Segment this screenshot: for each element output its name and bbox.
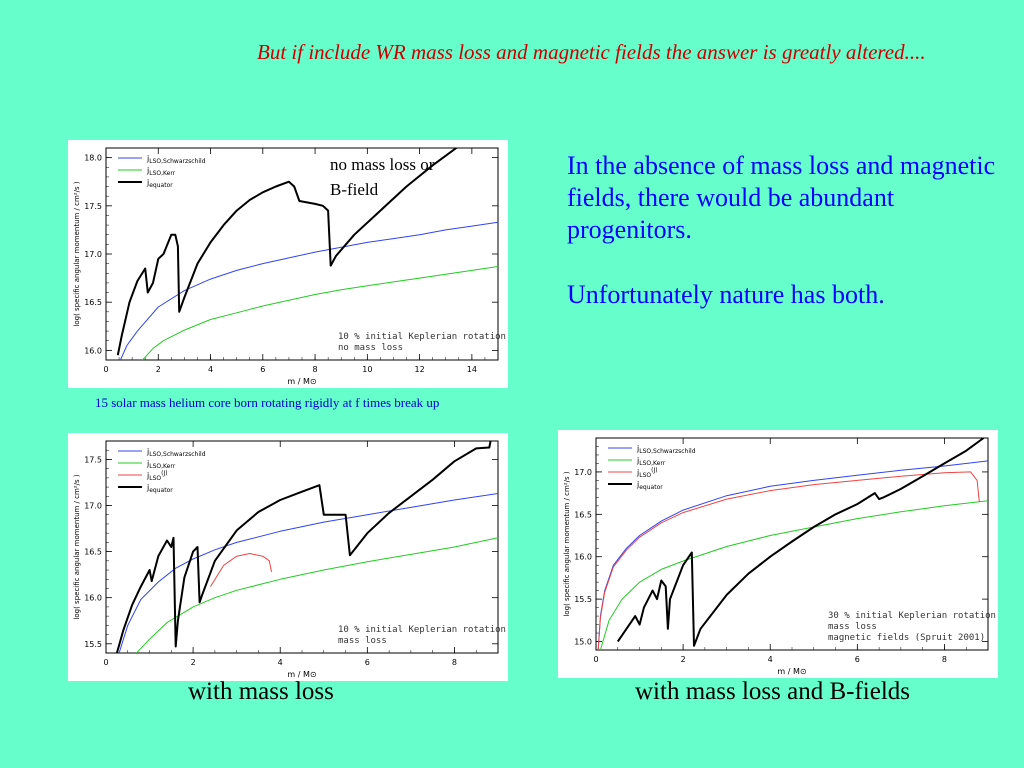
series-line-2: [116, 148, 458, 356]
y-tick-label: 17.5: [84, 202, 102, 211]
chart-callout: B-field: [330, 180, 379, 199]
x-tick-label: 6: [855, 655, 860, 664]
chart-panel-mass-loss: 0 2 4 6 8 15.5 16.0 16.5 17.0 17.5 m / M⊙ log( spec…: [68, 433, 508, 681]
x-tick-label: 8: [942, 655, 947, 664]
legend-entry: jequator: [146, 483, 173, 494]
y-tick-label: 16.0: [574, 553, 592, 562]
y-tick-label: 15.5: [574, 595, 592, 604]
series-line-1: [599, 500, 988, 650]
legend-entry: jequator: [146, 178, 173, 189]
legend-entry: jLSO,Kerr: [146, 459, 176, 470]
x-tick-label: 8: [452, 658, 457, 667]
chart-callout: no mass loss or: [330, 155, 435, 174]
y-tick-label: 17.0: [84, 250, 102, 259]
x-tick-label: 0: [593, 655, 598, 664]
x-tick-label: 0: [103, 658, 108, 667]
y-axis-label: log( specific angular momentum / cm²/s ): [73, 474, 81, 619]
chart-group-1: 0 2 4 6 8 15.5 16.0 16.5 17.0 17.5 m / M⊙ log( spec…: [73, 440, 506, 679]
legend-entry: jLSO,Kerr: [146, 166, 176, 177]
x-tick-label: 6: [365, 658, 370, 667]
caption-with-mass-loss-b-fields: with mass loss and B-fields: [635, 678, 910, 705]
chart-annotation: mass loss: [338, 636, 387, 646]
x-tick-label: 2: [156, 365, 161, 374]
chart-group-0: 0 2 4 6 8 10 12 14 16.0 16.5 17.0 17.5 18.0 m / M⊙ log…: [73, 147, 506, 386]
y-axis-label: log( specific angular momentum / cm²/s ): [563, 471, 571, 616]
x-tick-label: 14: [467, 365, 477, 374]
y-tick-label: 18.0: [84, 154, 102, 163]
chart-annotation: mass loss: [828, 622, 877, 632]
x-tick-label: 10: [362, 365, 372, 374]
y-tick-label: 15.0: [574, 638, 592, 647]
series-line-0: [597, 460, 988, 650]
y-tick-label: 15.5: [84, 640, 102, 649]
chart-mass-loss: 0 2 4 6 8 15.5 16.0 16.5 17.0 17.5 m / M⊙ log( spec…: [73, 440, 506, 679]
chart-annotation: no mass loss: [338, 343, 403, 353]
chart-panel-mass-loss-b-fields: 0 2 4 6 8 15.0 15.5 16.0 16.5 17.0 m / M⊙ log( spec…: [558, 430, 998, 678]
y-tick-label: 16.5: [84, 298, 102, 307]
y-tick-label: 16.5: [574, 510, 592, 519]
x-tick-label: 6: [260, 365, 265, 374]
paragraph-abundant-progenitors: In the absence of mass loss and magnetic…: [567, 151, 996, 244]
x-tick-label: 8: [313, 365, 318, 374]
slide-title: But if include WR mass loss and magnetic…: [257, 40, 926, 64]
x-tick-label: 2: [681, 655, 686, 664]
legend-entry: jequator: [636, 480, 663, 491]
series-line-3: [616, 438, 985, 647]
chart-annotation: 10 % initial Keplerian rotation: [338, 625, 506, 635]
legend-entry: jLSO,Schwarzschild: [146, 154, 206, 165]
x-axis-label: m / M⊙: [777, 667, 806, 676]
series-line-1: [136, 537, 498, 653]
x-tick-label: 4: [208, 365, 213, 374]
legend-entry: jLSO(J): [636, 467, 658, 479]
x-axis-label: m / M⊙: [287, 670, 316, 679]
y-axis-label: log( specific angular momentum / cm²/s ): [73, 181, 81, 326]
y-tick-label: 16.0: [84, 346, 102, 355]
y-tick-label: 16.5: [84, 548, 102, 557]
x-tick-label: 4: [768, 655, 773, 664]
chart-no-mass-loss: 0 2 4 6 8 10 12 14 16.0 16.5 17.0 17.5 18.0 m / M⊙ log…: [73, 147, 506, 386]
y-tick-label: 16.0: [84, 594, 102, 603]
x-tick-label: 0: [103, 365, 108, 374]
series-line-2: [210, 553, 272, 587]
chart-mass-loss-b-fields: 0 2 4 6 8 15.0 15.5 16.0 16.5 17.0 m / M⊙ log( spec…: [563, 437, 996, 676]
caption-helium-core: 15 solar mass helium core born rotating …: [95, 395, 440, 410]
x-tick-label: 12: [415, 365, 425, 374]
y-tick-label: 17.5: [84, 455, 102, 464]
chart-annotation: 30 % initial Keplerian rotation: [828, 611, 996, 621]
plot-frame: [105, 147, 499, 361]
x-tick-label: 4: [278, 658, 283, 667]
paragraph-nature-has-both: Unfortunately nature has both.: [567, 280, 885, 309]
chart-annotation: magnetic fields (Spruit 2001): [828, 633, 985, 643]
caption-with-mass-loss: with mass loss: [188, 678, 334, 705]
x-tick-label: 2: [191, 658, 196, 667]
legend-entry: jLSO,Schwarzschild: [146, 447, 206, 458]
legend-entry: jLSO(J): [146, 470, 168, 482]
y-tick-label: 17.0: [574, 468, 592, 477]
legend-entry: jLSO,Schwarzschild: [636, 444, 696, 455]
series-line-0: [119, 221, 498, 360]
chart-annotation: 10 % initial Keplerian rotation: [338, 332, 506, 342]
series-line-1: [142, 266, 498, 360]
series-line-3: [115, 441, 492, 653]
chart-group-2: 0 2 4 6 8 15.0 15.5 16.0 16.5 17.0 m / M⊙ log( spec…: [563, 437, 996, 676]
legend-entry: jLSO,Kerr: [636, 456, 666, 467]
chart-panel-no-mass-loss: 0 2 4 6 8 10 12 14 16.0 16.5 17.0 17.5 18.0 m / M⊙ log…: [68, 140, 508, 388]
series-line-2: [597, 471, 980, 650]
x-axis-label: m / M⊙: [287, 377, 316, 386]
y-tick-label: 17.0: [84, 502, 102, 511]
